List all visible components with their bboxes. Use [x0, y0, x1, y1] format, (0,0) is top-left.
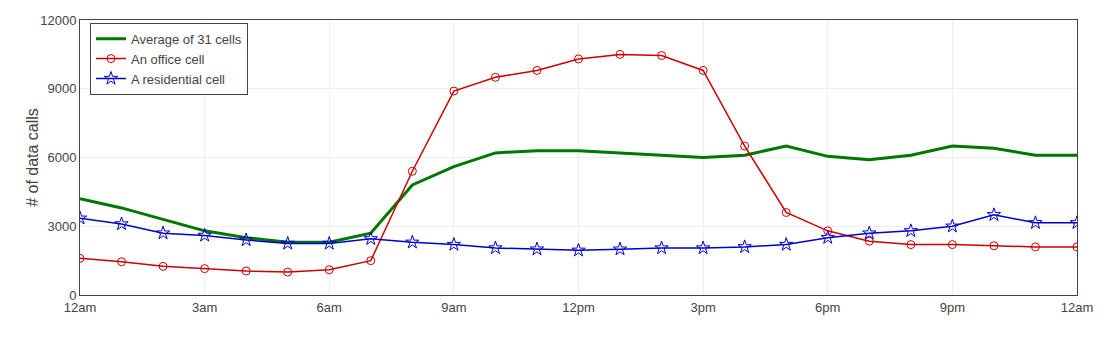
- svg-text:6000: 6000: [47, 150, 76, 165]
- svg-text:0: 0: [69, 288, 76, 303]
- svg-text:An office cell: An office cell: [131, 52, 205, 67]
- svg-text:9pm: 9pm: [940, 300, 965, 315]
- svg-text:Average of 31 cells: Average of 31 cells: [131, 32, 242, 47]
- svg-text:3am: 3am: [192, 300, 217, 315]
- svg-text:6am: 6am: [317, 300, 342, 315]
- svg-text:# of data calls: # of data calls: [24, 108, 41, 207]
- svg-text:12000: 12000: [40, 13, 76, 28]
- svg-text:3000: 3000: [47, 219, 76, 234]
- svg-text:A residential cell: A residential cell: [131, 72, 225, 87]
- svg-text:6pm: 6pm: [815, 300, 840, 315]
- svg-text:12pm: 12pm: [562, 300, 595, 315]
- svg-text:9000: 9000: [47, 81, 76, 96]
- svg-text:9am: 9am: [441, 300, 466, 315]
- svg-text:12am: 12am: [64, 300, 97, 315]
- svg-text:3pm: 3pm: [690, 300, 715, 315]
- svg-text:12am: 12am: [1061, 300, 1094, 315]
